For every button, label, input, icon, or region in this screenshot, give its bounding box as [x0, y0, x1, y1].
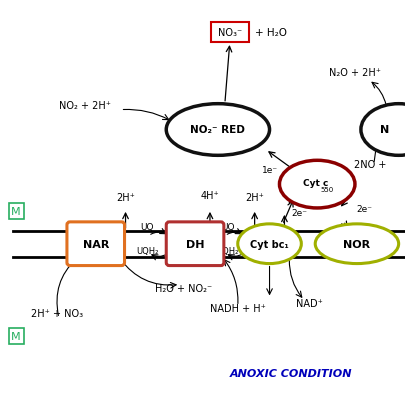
- Text: Cyt c: Cyt c: [302, 178, 327, 187]
- Text: 2H⁺: 2H⁺: [245, 192, 263, 202]
- Text: 550: 550: [320, 187, 333, 193]
- Ellipse shape: [314, 224, 398, 264]
- Text: M: M: [11, 331, 21, 341]
- Text: N: N: [379, 125, 388, 135]
- Text: M: M: [11, 207, 21, 216]
- Text: 2NO +: 2NO +: [353, 160, 386, 170]
- Text: H₂O + NO₂⁻: H₂O + NO₂⁻: [155, 284, 212, 294]
- Text: 2e⁻: 2e⁻: [281, 249, 297, 258]
- Text: Cyt bc₁: Cyt bc₁: [249, 239, 288, 249]
- Text: 2H⁺: 2H⁺: [116, 192, 134, 202]
- Text: UQ: UQ: [140, 223, 154, 232]
- Text: DH: DH: [185, 239, 204, 249]
- Text: 2e⁻: 2e⁻: [352, 249, 368, 258]
- Text: NO₂⁻ RED: NO₂⁻ RED: [190, 125, 245, 135]
- Ellipse shape: [166, 104, 269, 156]
- Text: UQH₂: UQH₂: [216, 247, 239, 256]
- Ellipse shape: [237, 224, 301, 264]
- Text: NADH + H⁺: NADH + H⁺: [209, 303, 265, 313]
- Ellipse shape: [279, 161, 354, 209]
- Text: UQH₂: UQH₂: [136, 247, 158, 256]
- FancyBboxPatch shape: [166, 222, 223, 266]
- Ellipse shape: [360, 104, 405, 156]
- Text: 2H⁺ + NO₃: 2H⁺ + NO₃: [31, 309, 83, 318]
- Text: 4H⁺: 4H⁺: [200, 191, 219, 200]
- Text: 2H⁺: 2H⁺: [287, 194, 305, 205]
- Text: UQ: UQ: [221, 223, 234, 232]
- Text: 2e⁻: 2e⁻: [355, 205, 371, 214]
- Text: NO₂ + 2H⁺: NO₂ + 2H⁺: [59, 100, 111, 111]
- Text: ANOXIC CONDITION: ANOXIC CONDITION: [229, 368, 352, 378]
- Text: + H₂O: + H₂O: [254, 28, 286, 38]
- Text: 1e⁻: 1e⁻: [261, 165, 277, 174]
- FancyBboxPatch shape: [67, 222, 124, 266]
- Text: NO₃⁻: NO₃⁻: [217, 28, 241, 38]
- Text: NOR: NOR: [343, 239, 370, 249]
- Text: N₂O + 2H⁺: N₂O + 2H⁺: [328, 68, 380, 78]
- Text: NAR: NAR: [82, 239, 109, 249]
- FancyBboxPatch shape: [211, 23, 248, 43]
- Text: NAD⁺: NAD⁺: [295, 298, 322, 309]
- Text: 2e⁻: 2e⁻: [291, 209, 307, 218]
